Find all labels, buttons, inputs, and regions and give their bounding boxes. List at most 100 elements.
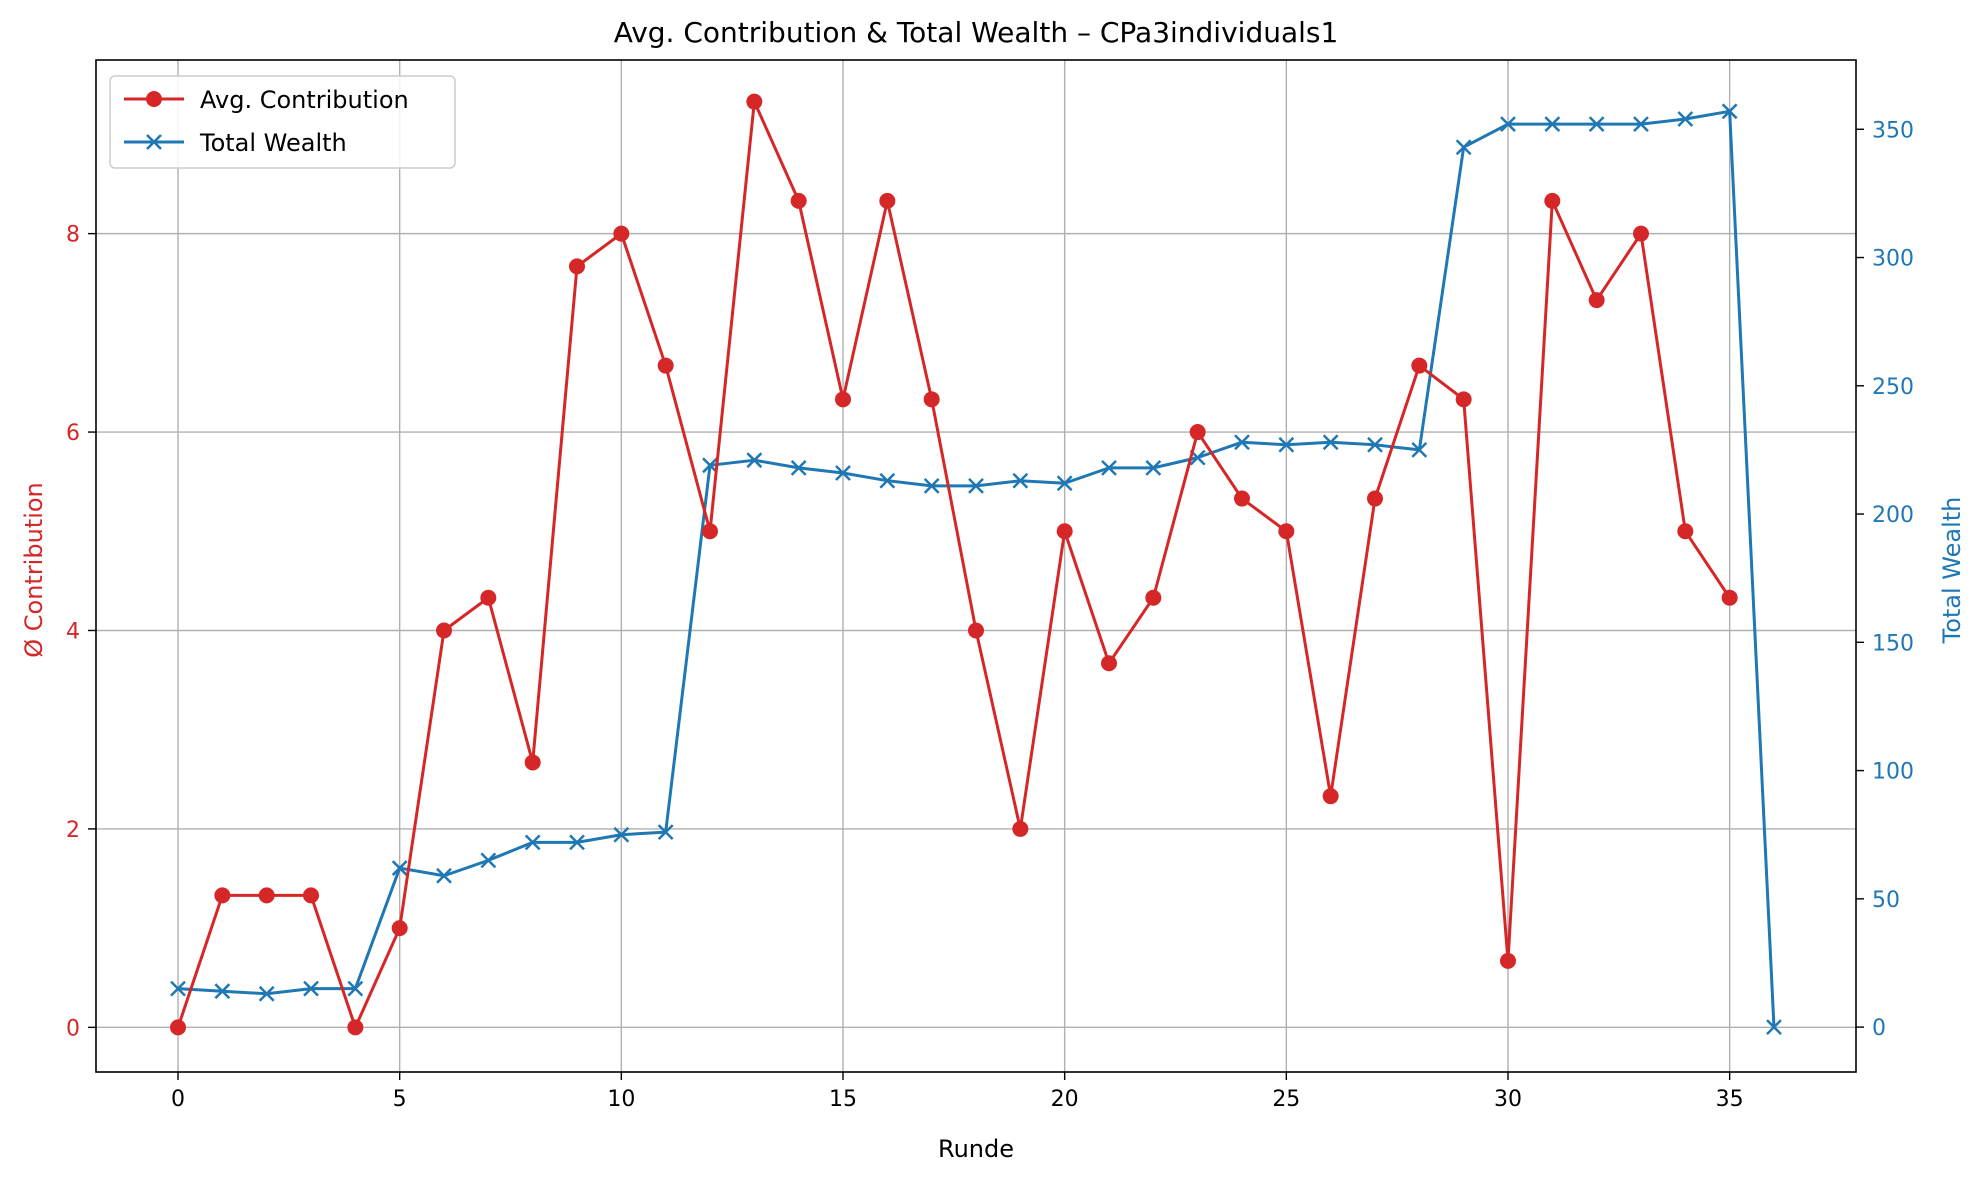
- chart-title: Avg. Contribution & Total Wealth – CPa3i…: [614, 16, 1339, 49]
- legend: Avg. Contribution Total Wealth: [109, 75, 456, 169]
- total-wealth-point: [1588, 116, 1605, 133]
- total-wealth-point: [170, 980, 186, 997]
- left-y-tick-label: 4: [66, 619, 80, 644]
- total-wealth-point: [1633, 116, 1649, 133]
- avg-contribution-point: [790, 192, 807, 209]
- total-wealth-point: [879, 472, 896, 489]
- legend-entry-avg-contribution: Avg. Contribution: [124, 86, 409, 114]
- avg-contribution-point: [968, 622, 984, 639]
- x-tick-label: 10: [607, 1087, 635, 1112]
- grid: [96, 60, 1856, 1072]
- avg-contribution-point: [436, 622, 453, 639]
- right-y-tick-label: 350: [1872, 118, 1914, 143]
- total-wealth-point: [968, 477, 984, 494]
- total-wealth-point: [835, 465, 851, 481]
- legend-marker-avg-contribution: [146, 91, 162, 107]
- total-wealth-point: [436, 867, 452, 884]
- avg-contribution-point: [347, 1019, 364, 1036]
- avg-contribution-point: [1278, 523, 1295, 540]
- total-wealth-point: [1500, 116, 1516, 133]
- x-tick-label: 15: [829, 1087, 857, 1112]
- avg-contribution-point: [258, 887, 275, 904]
- avg-contribution-point: [923, 391, 940, 408]
- plot-series: [170, 93, 1782, 1036]
- avg-contribution-point: [1411, 357, 1428, 374]
- avg-contribution-point: [1455, 391, 1472, 408]
- total-wealth-point: [1278, 436, 1295, 453]
- avg-contribution-point: [1012, 820, 1029, 837]
- total-wealth-point: [1322, 434, 1339, 451]
- avg-contribution-line: [176, 100, 1731, 1029]
- avg-contribution-point: [1499, 952, 1516, 969]
- legend-label-total-wealth: Total Wealth: [199, 129, 347, 157]
- total-wealth-point: [303, 980, 319, 997]
- total-wealth-point: [569, 834, 585, 851]
- avg-contribution-point: [835, 391, 852, 408]
- x-tick-label: 0: [171, 1087, 185, 1112]
- total-wealth-point: [480, 852, 497, 869]
- avg-contribution-point: [1588, 292, 1605, 309]
- x-tick-label: 20: [1051, 1087, 1079, 1112]
- avg-contribution-point: [1322, 788, 1339, 805]
- total-wealth-point: [1677, 111, 1694, 127]
- total-wealth-point: [1012, 472, 1029, 489]
- total-wealth-point: [258, 985, 275, 1002]
- right-y-tick-label: 200: [1872, 503, 1914, 528]
- avg-contribution-point: [1189, 424, 1206, 441]
- left-y-axis-label: Ø Contribution: [20, 482, 48, 658]
- avg-contribution-point: [214, 887, 231, 904]
- legend-label-avg-contribution: Avg. Contribution: [200, 86, 409, 114]
- total-wealth-point: [702, 457, 718, 474]
- total-wealth-point: [1145, 459, 1162, 476]
- x-axis-label: Runde: [938, 1135, 1014, 1163]
- total-wealth-point: [347, 980, 364, 997]
- total-wealth-point: [1455, 139, 1472, 156]
- avg-contribution-point: [702, 523, 719, 540]
- total-wealth-point: [1411, 442, 1428, 458]
- avg-contribution-point: [1100, 655, 1117, 672]
- legend-entry-total-wealth: Total Wealth: [124, 129, 347, 157]
- total-wealth-point: [613, 826, 630, 843]
- total-wealth-point: [391, 860, 408, 876]
- total-wealth-point: [1766, 1019, 1782, 1035]
- x-tick-label: 25: [1272, 1087, 1300, 1112]
- total-wealth-point: [657, 824, 674, 841]
- avg-contribution-point: [657, 357, 674, 374]
- avg-contribution-point: [569, 258, 586, 275]
- avg-contribution-point: [613, 225, 630, 242]
- avg-contribution-point: [1721, 589, 1738, 606]
- total-wealth-point: [1544, 116, 1561, 133]
- avg-contribution-point: [1233, 490, 1250, 507]
- right-y-tick-label: 100: [1872, 760, 1914, 785]
- plot-frame: [95, 59, 1857, 1073]
- total-wealth-point: [790, 459, 807, 476]
- avg-contribution-point: [1632, 225, 1649, 242]
- right-y-tick-label: 50: [1872, 888, 1900, 913]
- total-wealth-point: [214, 983, 231, 1000]
- total-wealth-point: [1101, 459, 1117, 476]
- total-wealth-point: [923, 477, 940, 494]
- legend-box: [109, 75, 456, 169]
- avg-contribution-point: [480, 589, 497, 606]
- avg-contribution-point: [1056, 523, 1073, 540]
- avg-contribution-point: [1677, 523, 1694, 540]
- total-wealth-point: [524, 834, 541, 851]
- right-y-tick-label: 300: [1872, 247, 1914, 272]
- left-y-tick-label: 0: [66, 1016, 80, 1041]
- avg-contribution-point: [1366, 490, 1383, 507]
- avg-contribution-point: [303, 887, 320, 904]
- avg-contribution-point: [879, 192, 896, 209]
- avg-contribution-point: [524, 754, 541, 771]
- x-tick-label: 35: [1716, 1087, 1744, 1112]
- left-y-tick-label: 8: [66, 223, 80, 248]
- left-y-tick-label: 6: [66, 421, 80, 446]
- avg-contribution-point: [391, 920, 408, 937]
- avg-contribution-point: [746, 93, 763, 110]
- avg-contribution-point: [1145, 589, 1162, 606]
- total-wealth-point: [1367, 436, 1383, 453]
- right-y-tick-label: 250: [1872, 375, 1914, 400]
- total-wealth-point: [746, 452, 763, 469]
